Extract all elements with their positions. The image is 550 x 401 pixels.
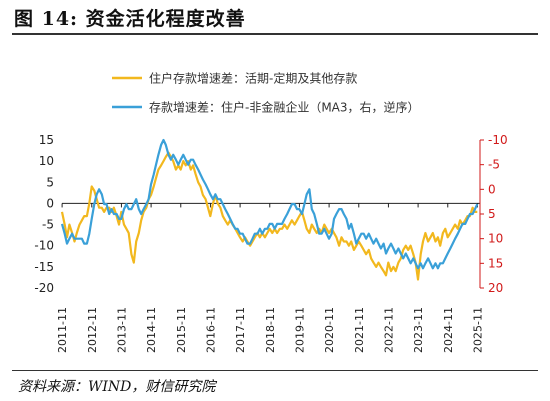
x-tick-label: 2014-11 [145,307,158,353]
right-tick-label: 10 [488,232,503,246]
x-tick-label: 2025-11 [471,307,484,353]
left-tick-label: -15 [34,260,54,274]
source-divider [12,370,538,371]
x-tick-label: 2017-11 [234,307,247,353]
title-divider [12,33,538,35]
left-tick-label: -20 [34,281,54,295]
right-tick-label: 5 [488,207,496,221]
right-tick-label: -5 [488,158,500,172]
x-tick-label: 2018-11 [264,307,277,353]
x-tick-label: 2020-11 [323,307,336,353]
left-tick-label: 10 [39,154,54,168]
x-tick-label: 2011-11 [56,307,69,353]
series-line-household-corporate-spread [60,138,479,270]
x-tick-label: 2019-11 [293,307,306,353]
line-chart: 住户存款增速差：活期-定期及其他存款存款增速差：住户-非金融企业（MA3，右，逆… [34,71,508,353]
x-tick-label: 2024-11 [442,307,455,353]
right-tick-label: 20 [488,281,503,295]
x-tick-label: 2015-11 [175,307,188,353]
legend-label-2: 存款增速差：住户-非金融企业（MA3，右，逆序） [149,100,420,115]
x-tick-label: 2012-11 [86,307,99,353]
figure-title-bar: 图 14: 资金活化程度改善 [0,0,550,35]
legend-label-1: 住户存款增速差：活期-定期及其他存款 [149,71,357,86]
right-tick-label: -10 [488,133,508,147]
left-tick-label: 0 [46,196,54,210]
x-tick-label: 2023-11 [412,307,425,353]
x-tick-label: 2021-11 [353,307,366,353]
left-tick-label: 5 [46,175,54,189]
x-tick-label: 2013-11 [115,307,128,353]
series-line-household-demand-time-spread [60,151,478,281]
right-tick-label: 0 [488,182,496,196]
figure-title: 图 14: 资金活化程度改善 [14,8,246,30]
x-tick-label: 2016-11 [204,307,217,353]
right-tick-label: 15 [488,256,503,270]
left-tick-label: -10 [34,239,54,253]
left-tick-label: -5 [42,218,54,232]
x-tick-label: 2022-11 [382,307,395,353]
chart-container: 住户存款增速差：活期-定期及其他存款存款增速差：住户-非金融企业（MA3，右，逆… [0,38,550,368]
left-tick-label: 15 [39,133,54,147]
source-note: 资料来源：WIND，财信研究院 [18,379,216,395]
